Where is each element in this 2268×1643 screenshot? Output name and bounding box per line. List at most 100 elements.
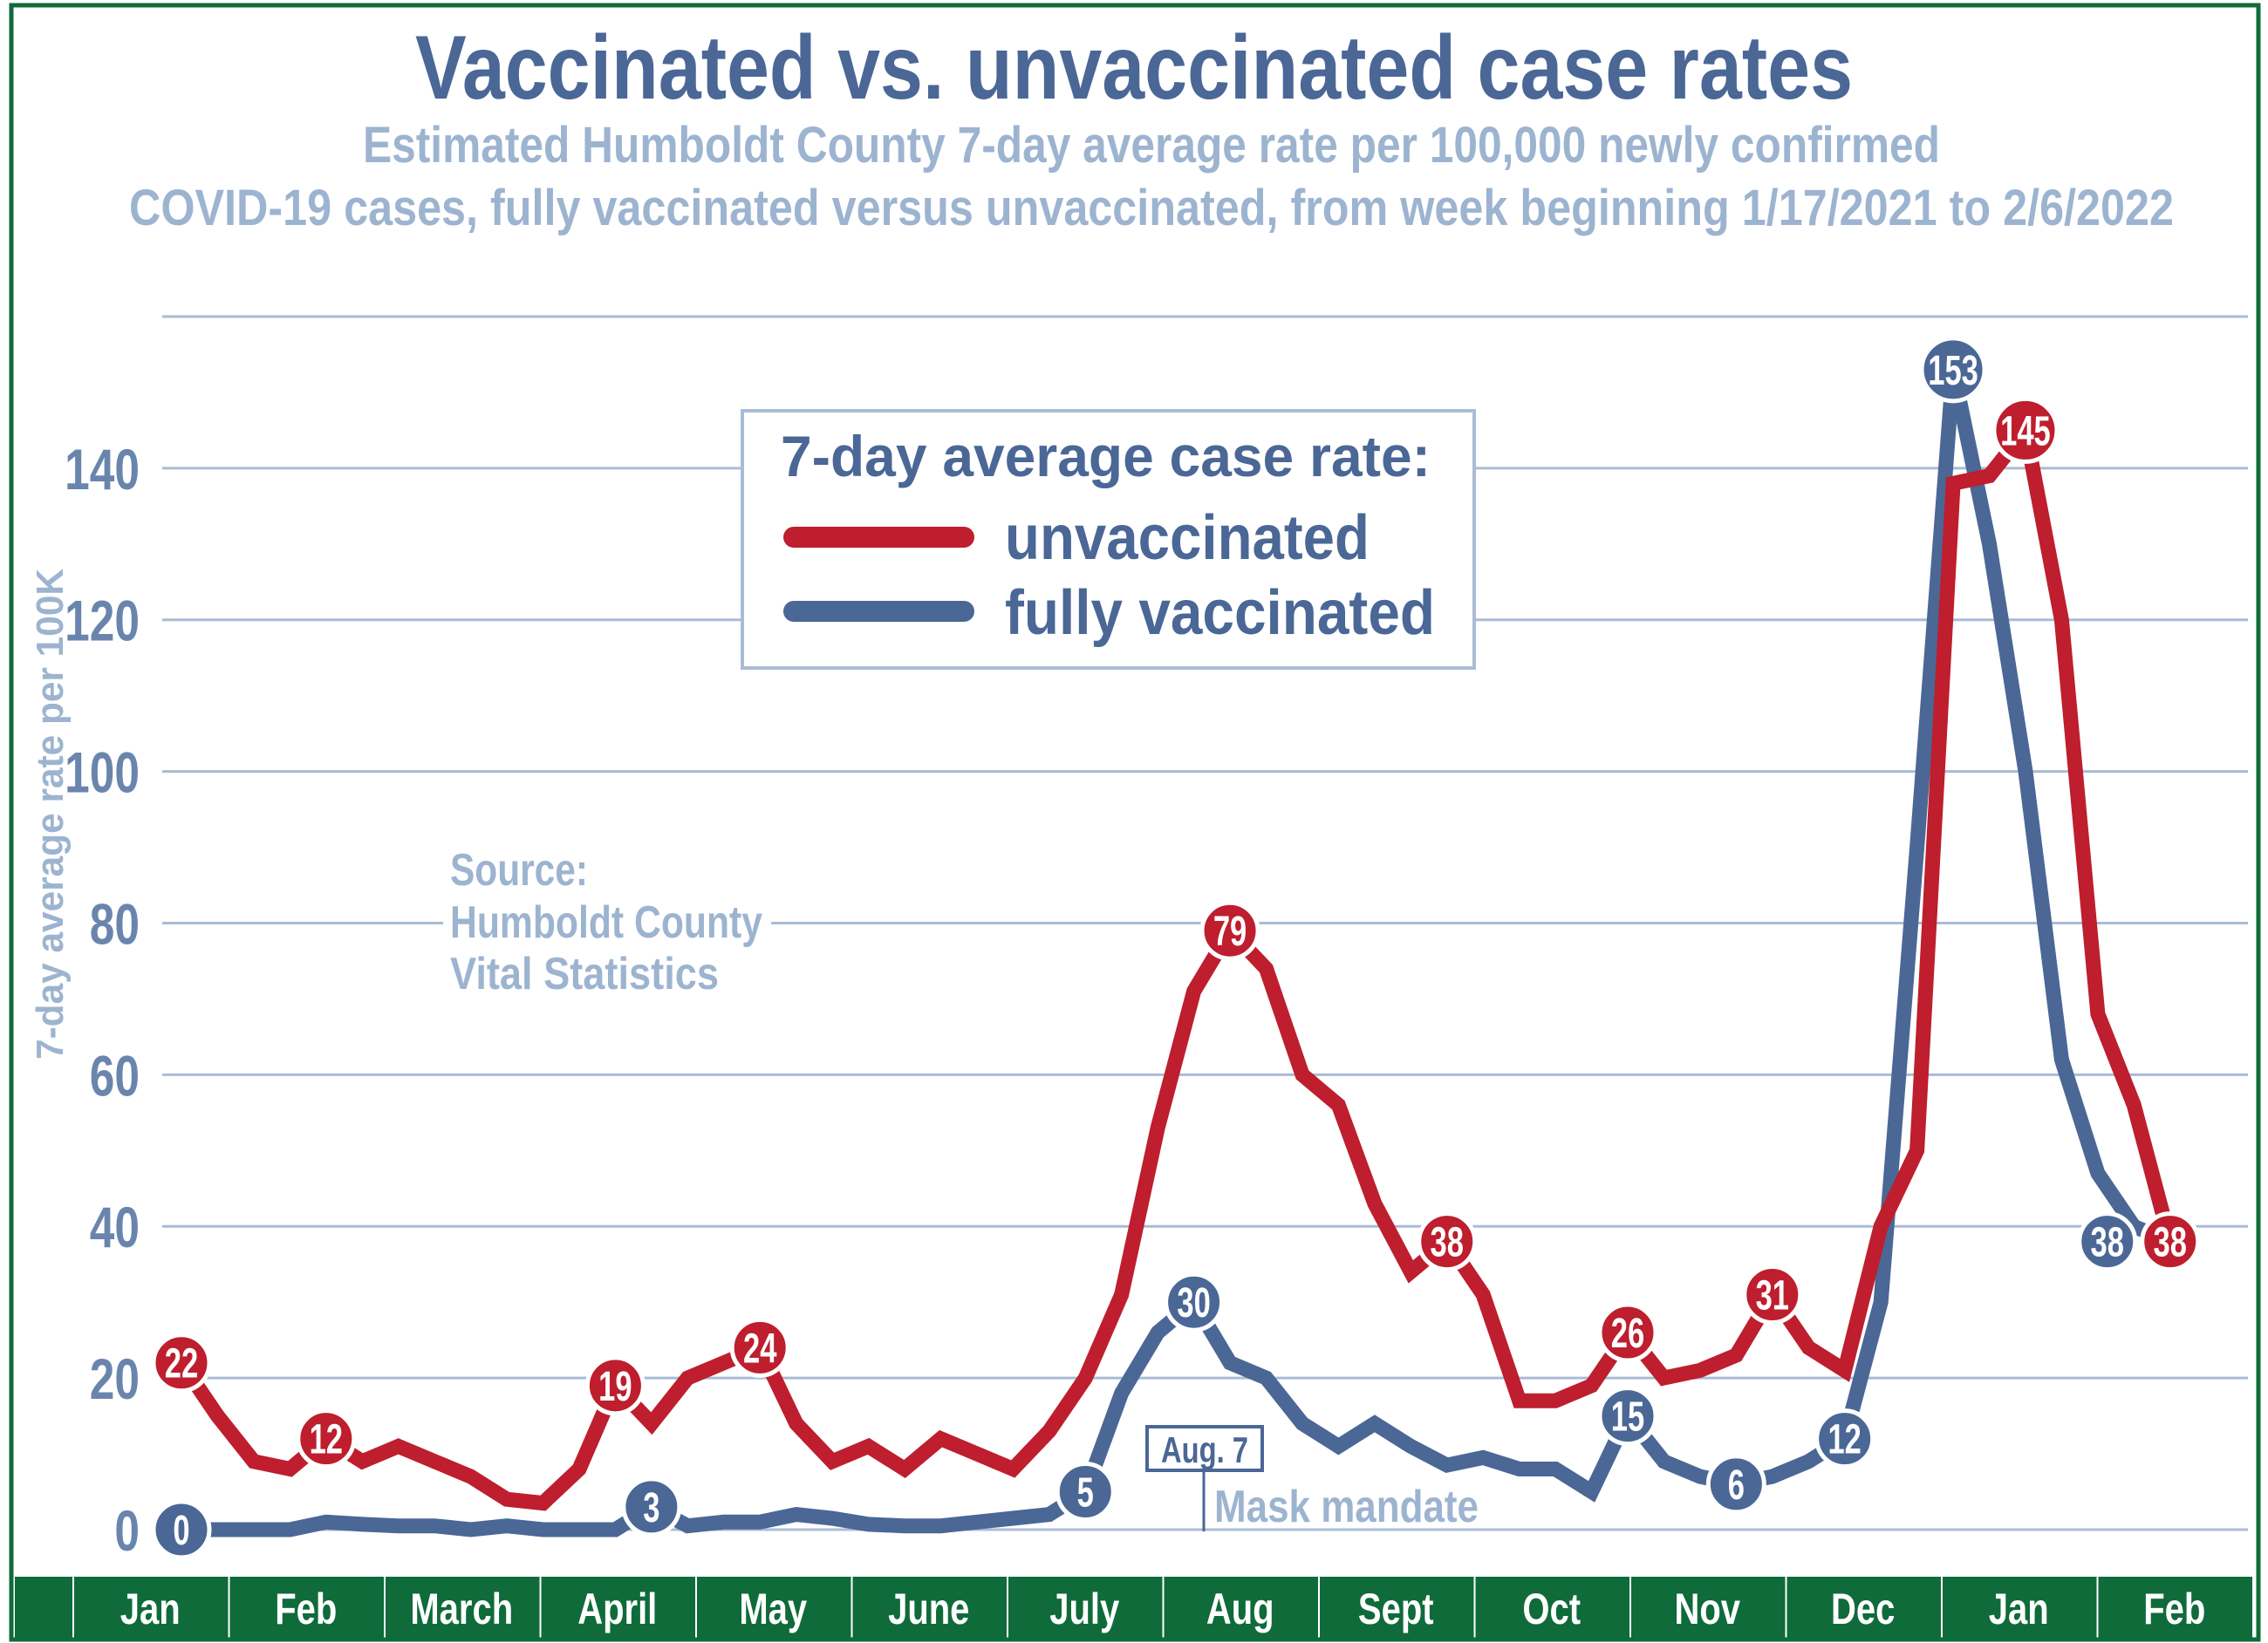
x-axis-month-cell: [74, 1577, 229, 1638]
data-label-marker: 24: [729, 1317, 790, 1378]
data-label-circle: [1199, 900, 1260, 961]
data-label-text: 19: [598, 1362, 632, 1409]
y-tick-label: 0: [114, 1498, 140, 1564]
x-axis-month-cell: [1943, 1577, 2097, 1638]
data-label-marker: 38: [2140, 1211, 2201, 1272]
x-axis-month-cell: [852, 1577, 1007, 1638]
data-label-circle: [1814, 1408, 1875, 1469]
x-tick-label: March: [410, 1585, 513, 1633]
x-tick-label: Dec: [1831, 1585, 1895, 1633]
x-tick-label: July: [1049, 1585, 1119, 1633]
data-label-circle: [1742, 1264, 1803, 1325]
mask-mandate-text: Mask mandate: [1214, 1482, 1479, 1532]
x-tick-label: Feb: [275, 1585, 337, 1633]
source-annotation: Source: Humboldt County Vital Statistics: [443, 845, 771, 1003]
data-label-text: 31: [1756, 1271, 1789, 1319]
data-label-text: 12: [1827, 1415, 1861, 1462]
legend-label-unvaccinated: unvaccinated: [1005, 503, 1370, 573]
data-label-marker: 15: [1597, 1386, 1658, 1447]
data-label-circle: [584, 1355, 646, 1416]
x-axis-month-cell: [541, 1577, 695, 1638]
data-label-text: 145: [2000, 407, 2051, 454]
data-label-marker: 30: [1164, 1271, 1225, 1333]
data-label-circle: [1991, 396, 2060, 464]
y-tick-label: 120: [65, 589, 140, 654]
data-label-circle: [2077, 1211, 2138, 1272]
data-label-text: 12: [310, 1415, 343, 1462]
data-label-circle: [1705, 1454, 1766, 1515]
data-label-text: 24: [743, 1325, 777, 1372]
y-tick-label: 60: [90, 1043, 140, 1108]
x-tick-label: Oct: [1522, 1585, 1581, 1633]
y-tick-labels: 0 20 40 60 80 100 120 140: [65, 437, 140, 1564]
source-line-3: Vital Statistics: [450, 949, 719, 999]
data-label-marker: 3: [621, 1476, 682, 1537]
x-axis-month-cell: [1320, 1577, 1474, 1638]
data-label-text: 79: [1213, 908, 1247, 955]
y-tick-label: 80: [90, 891, 140, 957]
data-label-text: 22: [165, 1340, 198, 1387]
y-tick-label: 100: [65, 740, 140, 805]
data-label-text: 15: [1611, 1393, 1644, 1440]
data-label-circle: [621, 1476, 682, 1537]
x-tick-label: Aug: [1206, 1585, 1274, 1633]
data-label-circle: [1597, 1386, 1658, 1447]
data-label-circle: [1417, 1211, 1478, 1272]
x-axis-month-cell: [1786, 1577, 1941, 1638]
data-label-marker: 153: [1919, 336, 1987, 404]
data-label-text: 38: [1431, 1218, 1464, 1265]
data-label-text: 6: [1728, 1461, 1745, 1508]
data-label-text: 26: [1611, 1309, 1644, 1356]
x-axis-month-cell: [386, 1577, 540, 1638]
legend: 7-day average case rate: unvaccinated fu…: [741, 409, 1476, 670]
x-axis-month-cell: [2098, 1577, 2252, 1638]
x-axis-month-bar: Jan Feb March April May June July Aug Sept Oct Nov…: [15, 1577, 2252, 1638]
y-tick-label: 20: [90, 1346, 140, 1412]
x-tick-label: Nov: [1674, 1585, 1740, 1633]
data-label-marker: 5: [1055, 1462, 1116, 1523]
data-label-marker: 12: [1814, 1408, 1875, 1469]
data-label-circle: [2140, 1211, 2201, 1272]
data-label-marker: 31: [1742, 1264, 1803, 1325]
x-tick-label: Feb: [2143, 1585, 2205, 1633]
data-label-circle: [151, 1333, 212, 1394]
data-label-circle: [1164, 1271, 1225, 1333]
data-label-text: 30: [1177, 1279, 1210, 1326]
data-label-circle: [151, 1499, 212, 1560]
y-tick-label: 40: [90, 1195, 140, 1260]
mask-mandate-date-box: [1145, 1425, 1264, 1472]
x-axis-lead-cell: [15, 1577, 72, 1638]
x-tick-label: May: [739, 1585, 807, 1633]
legend-label-fully-vaccinated: fully vaccinated: [1005, 578, 1435, 648]
chart-subtitle-line-1: Estimated Humboldt County 7-day average …: [363, 117, 1940, 174]
x-tick-label: June: [888, 1585, 969, 1633]
data-label-circle: [1055, 1462, 1116, 1523]
data-label-marker: 38: [2077, 1211, 2138, 1272]
x-axis-month-cell: [1475, 1577, 1629, 1638]
data-label-marker: 22: [151, 1333, 212, 1394]
data-label-marker: 6: [1705, 1454, 1766, 1515]
data-label-text: 153: [1928, 346, 1978, 393]
x-tick-label: Jan: [1989, 1585, 2049, 1633]
x-tick-label: April: [577, 1585, 657, 1633]
data-label-marker: 19: [584, 1355, 646, 1416]
data-label-circle: [296, 1408, 357, 1469]
x-axis-month-cell: [697, 1577, 851, 1638]
data-label-text: 38: [2091, 1218, 2124, 1265]
data-label-text: 0: [173, 1506, 189, 1553]
chart-title: Vaccinated vs. unvaccinated case rates: [415, 17, 1853, 119]
y-axis-label: 7-day average rate per 100K: [29, 569, 72, 1060]
legend-title: 7-day average case rate:: [781, 424, 1431, 488]
data-label-marker: 38: [1417, 1211, 1478, 1272]
source-line-2: Humboldt County: [450, 897, 762, 948]
data-label-circle: [729, 1317, 790, 1378]
mask-mandate-annotation: Aug. 7 Mask mandate: [1145, 1425, 1479, 1532]
source-line-1: Source:: [450, 845, 588, 896]
x-axis-month-cell: [1164, 1577, 1318, 1638]
data-label-circle: [1597, 1302, 1658, 1363]
x-axis-month-cell: [1008, 1577, 1163, 1638]
y-tick-label: 140: [65, 437, 140, 502]
x-axis-month-cell: [229, 1577, 384, 1638]
data-label-text: 3: [643, 1483, 659, 1531]
